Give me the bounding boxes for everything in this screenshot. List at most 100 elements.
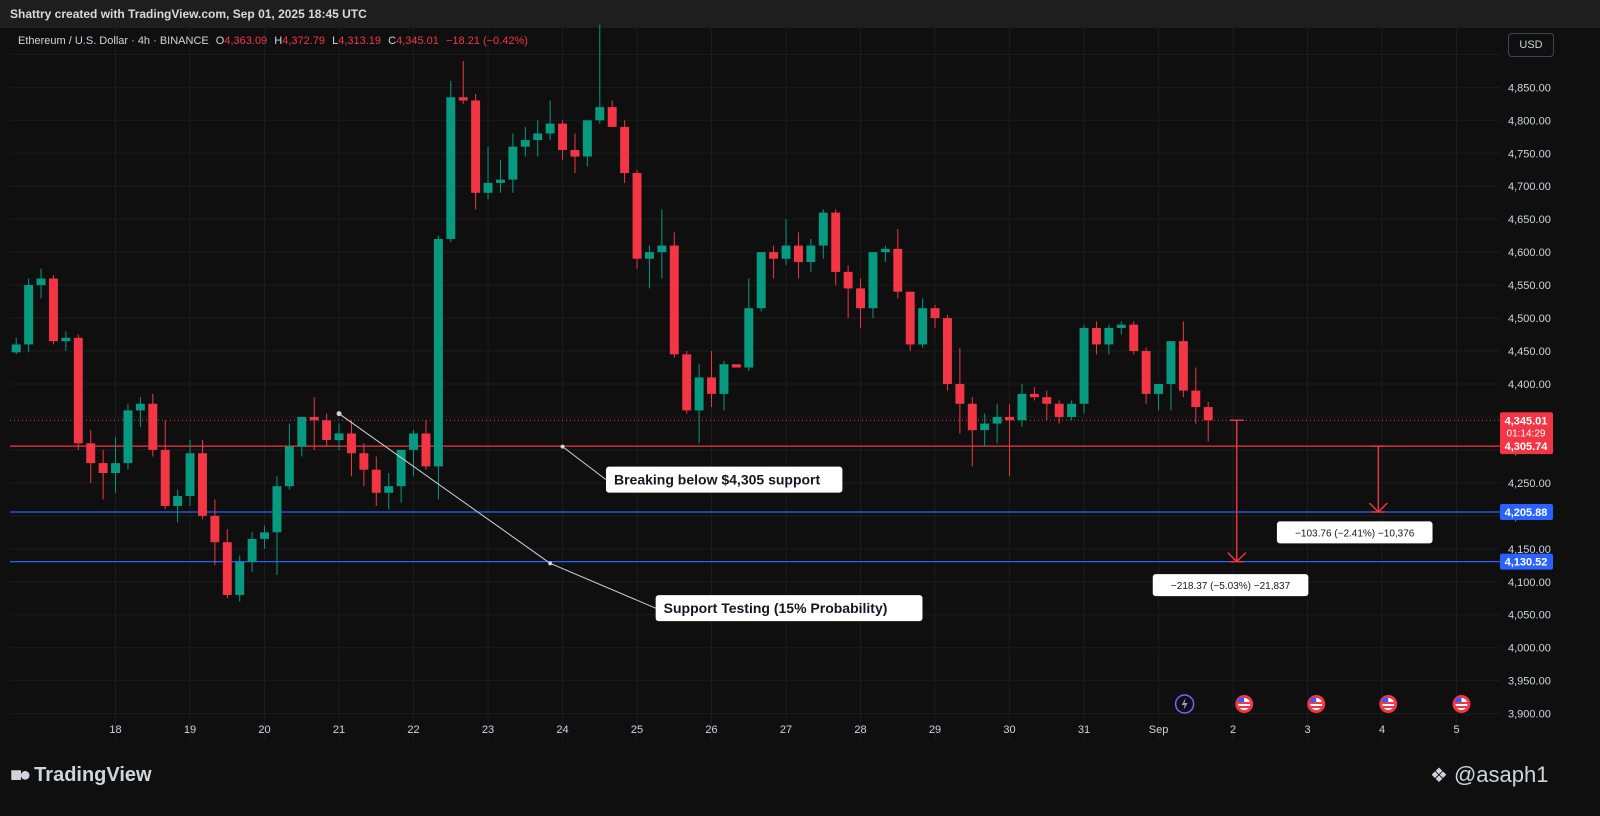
candle-body	[123, 410, 133, 464]
price-tick-label: 4,450.00	[1508, 346, 1551, 358]
candle-body	[210, 515, 220, 543]
price-tick-label: 4,400.00	[1508, 379, 1551, 391]
price-tick-label: 4,500.00	[1508, 313, 1551, 325]
grid	[10, 28, 1500, 740]
measure-arrow	[1227, 552, 1247, 563]
candle-body	[1067, 403, 1077, 417]
close-value: 4,345.01	[396, 35, 439, 47]
candle-body	[446, 97, 456, 239]
watermark-text: @asaph1	[1453, 762, 1549, 787]
price-tick-label: 4,000.00	[1508, 643, 1551, 655]
candle-body	[694, 377, 704, 411]
measure-arrow	[1368, 502, 1388, 513]
candle-body	[1104, 327, 1114, 345]
callout-anchor	[548, 561, 553, 566]
callout-leader	[562, 446, 607, 480]
price-tick-label: 4,850.00	[1508, 82, 1551, 94]
time-tick-label: 23	[482, 724, 494, 736]
us-flag-stripe-icon	[1382, 702, 1395, 704]
us-flag-stripe-icon	[1382, 706, 1395, 708]
candle-body	[86, 443, 96, 464]
candle-body	[371, 469, 381, 493]
candle-body	[284, 446, 294, 487]
us-flag-stripe-icon	[1310, 702, 1323, 704]
candle-body	[657, 245, 667, 253]
measure-label: −103.76 (−2.41%) −10,376	[1295, 528, 1415, 539]
time-tick-label: 29	[929, 724, 941, 736]
us-flag-stripe-icon	[1455, 702, 1468, 704]
candle-body	[1203, 407, 1213, 421]
price-tag	[1500, 412, 1553, 441]
candle-body	[843, 271, 853, 289]
price-chart[interactable]: Breaking below $4,305 support Support Tes…	[0, 0, 1600, 768]
author-watermark: ❖ @asaph1	[1430, 762, 1548, 788]
price-tick-label: 4,150.00	[1508, 544, 1551, 556]
callout-text: Breaking below $4,305 support	[614, 472, 821, 488]
time-axis[interactable]: 18 19 20 21 22 23 24 25 26 27 28 29 30 31 Sep 2 3 4 5	[109, 724, 1459, 736]
us-flag-canton-icon	[1238, 698, 1245, 702]
candle-body	[1154, 384, 1164, 394]
candle-body	[880, 248, 890, 253]
candle-body	[421, 433, 431, 467]
time-tick-label: 4	[1379, 724, 1385, 736]
price-tick-label: 4,750.00	[1508, 148, 1551, 160]
low-value: 4,313.19	[338, 35, 382, 47]
candle-body	[322, 420, 332, 441]
trend-line-anchor	[336, 411, 342, 417]
callout-box	[606, 466, 843, 493]
candle-body	[570, 149, 580, 157]
callout-anchor	[560, 444, 565, 449]
candle-body	[508, 146, 518, 180]
time-tick-label: 20	[258, 724, 270, 736]
top-credit-bar: Shattry created with TradingView.com, Se…	[0, 0, 1600, 28]
candle-body	[1191, 390, 1201, 408]
candle-body	[396, 449, 406, 487]
currency-button[interactable]: USD	[1508, 33, 1554, 57]
binance-logo-icon: ❖	[1430, 764, 1448, 787]
measure-label: −218.37 (−5.03%) −21,837	[1171, 581, 1291, 592]
candle-body	[893, 248, 903, 292]
high-label: H	[274, 35, 283, 47]
candle-body	[409, 433, 419, 450]
candle-body	[744, 308, 754, 368]
candle-body	[272, 486, 282, 533]
time-tick-label: 2	[1230, 724, 1236, 736]
candle-body	[918, 308, 928, 345]
candle-body	[856, 288, 866, 309]
lightning-icon	[1181, 698, 1188, 710]
price-tag-value: 4,130.52	[1505, 557, 1548, 569]
chart-frame	[0, 28, 1600, 768]
candle-body	[247, 538, 257, 562]
candle-body	[545, 123, 555, 134]
time-tick-label: 3	[1304, 724, 1310, 736]
candle-body	[222, 542, 232, 595]
time-tick-label: 24	[556, 724, 568, 736]
candle-body	[309, 416, 319, 421]
candle-body	[930, 308, 940, 319]
candle-body	[520, 140, 530, 147]
candle-body	[24, 285, 34, 345]
measure-label-box	[1276, 521, 1433, 544]
high-value: 4,372.79	[282, 35, 326, 47]
price-tag-value: 4,205.88	[1505, 507, 1548, 519]
price-tag-countdown: 01:14:29	[1507, 428, 1546, 439]
symbol-name: Ethereum / U.S. Dollar · 4h · BINANCE	[18, 35, 209, 47]
event-icons[interactable]	[1174, 694, 1471, 714]
price-tick-label: 4,700.00	[1508, 181, 1551, 193]
candle-body	[1116, 324, 1126, 328]
candle-body	[160, 449, 170, 506]
price-axis[interactable]: 3,900.00 3,950.00 4,000.00 4,050.00 4,100.00…	[1500, 82, 1553, 721]
flash-event-icon	[1174, 694, 1195, 714]
candle-body	[334, 433, 344, 441]
us-flag-canton-icon	[1310, 698, 1317, 702]
candle-body	[1166, 341, 1176, 384]
candle-body	[620, 126, 630, 174]
candle-body	[769, 252, 779, 259]
us-flag-stripe-icon	[1455, 706, 1468, 708]
candle-body	[905, 291, 915, 345]
candle-body	[260, 532, 270, 539]
time-tick-label: Sep	[1149, 724, 1169, 736]
candle-body	[558, 123, 568, 150]
candle-body	[1178, 341, 1188, 391]
price-tag-value: 4,345.01	[1505, 415, 1548, 427]
